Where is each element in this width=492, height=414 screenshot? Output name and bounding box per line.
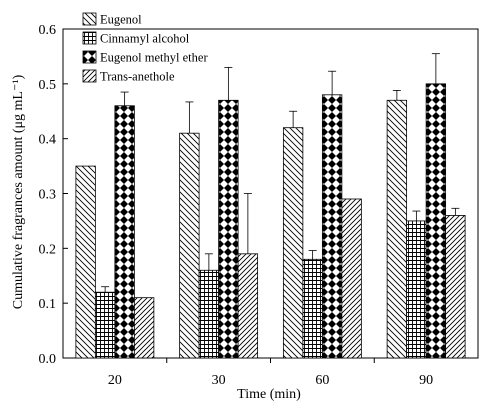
legend-swatch [82, 69, 97, 83]
bar [114, 105, 135, 359]
legend-label: Cinnamyl alcohol [100, 32, 190, 46]
bar [445, 215, 466, 359]
bar [406, 220, 427, 359]
bar [198, 269, 220, 359]
y-tick-label: 0.1 [39, 297, 57, 312]
x-axis-title: Time (min) [237, 387, 301, 402]
bar [179, 132, 200, 359]
legend-swatch [82, 31, 97, 45]
x-tick-label: 20 [108, 373, 122, 388]
legend-swatch [82, 12, 97, 26]
error-bars [101, 53, 460, 293]
y-tick-label: 0.3 [39, 188, 57, 203]
legend-label: Eugenol methyl ether [100, 51, 208, 65]
y-tick-label: 0.6 [39, 23, 57, 38]
bar [75, 165, 96, 359]
bar [133, 297, 155, 359]
x-tick-label: 90 [419, 373, 433, 388]
bar [341, 198, 362, 359]
y-axis-title: Cumulative fragrances amount (μg mL⁻¹) [11, 74, 26, 309]
bar [321, 94, 343, 359]
bar [282, 127, 304, 359]
y-tick-label: 0.5 [39, 78, 57, 93]
bar [302, 258, 323, 359]
legend-label: Trans-anethole [100, 70, 175, 84]
legend-swatch [82, 50, 97, 64]
y-tick-label: 0.4 [39, 133, 57, 148]
bar [218, 99, 239, 359]
bar [425, 83, 447, 359]
x-tick-label: 30 [212, 373, 226, 388]
legend-label: Eugenol [100, 13, 142, 27]
bar [237, 253, 259, 359]
x-tick-label: 60 [315, 373, 329, 388]
y-tick-label: 0.2 [39, 242, 57, 257]
legend: Eugenol Cinnamyl alcohol Eugenol methyl et… [82, 12, 208, 84]
bar [386, 99, 408, 359]
bars [75, 83, 466, 359]
plot-area: 0.0 0.1 0.2 0.3 0.4 0.5 0.6 20 30 60 90 [39, 23, 479, 388]
y-tick-label: 0.0 [39, 352, 57, 367]
bar [94, 291, 116, 359]
